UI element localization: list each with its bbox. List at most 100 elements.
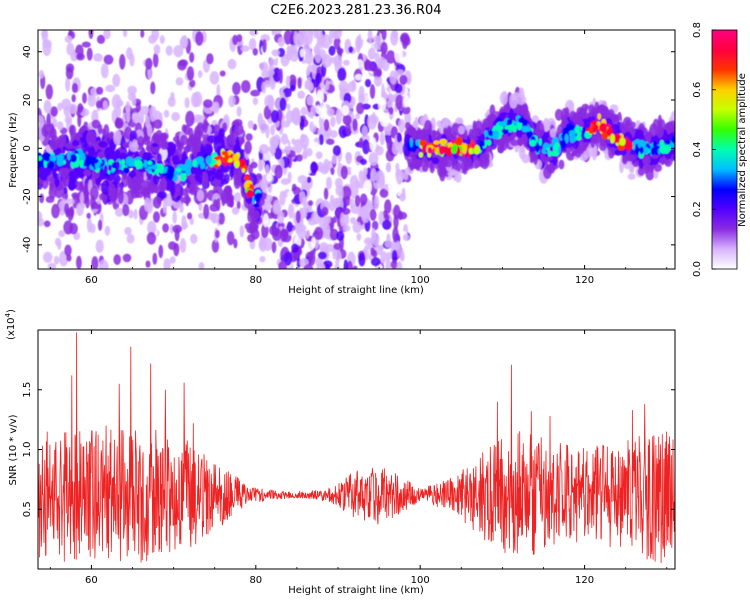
spectrogram-cell <box>125 109 131 123</box>
spectrogram-cell <box>153 44 161 55</box>
spectrogram-cell <box>283 251 293 266</box>
spectrogram-peak <box>184 169 191 176</box>
spectrogram-cell <box>363 180 372 195</box>
spectrogram-cell <box>64 115 73 124</box>
spectrogram-cell <box>42 251 53 263</box>
spectrogram-cell <box>343 59 350 66</box>
spectrogram-peak <box>234 159 240 169</box>
spectrogram-peak <box>418 152 424 158</box>
spectrogram-cell <box>362 139 370 155</box>
spectrogram-cell <box>549 128 557 139</box>
spectrogram-cell <box>61 175 68 184</box>
spectrogram-cell <box>350 164 356 176</box>
spectrogram-cell <box>578 119 585 129</box>
spectrogram-cell <box>350 96 356 107</box>
spectrogram-peak <box>147 160 153 166</box>
spectrogram-cell <box>215 168 224 181</box>
spectrogram-cell <box>378 56 386 69</box>
spectrogram-cell <box>220 163 230 174</box>
spectrogram-cell <box>269 147 276 155</box>
spectrogram-peak <box>59 155 65 160</box>
x-tick-label: 100 <box>411 275 430 286</box>
spectrogram-cell <box>375 170 385 185</box>
spectrogram-cell <box>308 250 316 266</box>
spectrogram-cell <box>391 30 399 39</box>
spectrogram-cell <box>95 100 103 109</box>
spectrogram-peak <box>486 139 492 146</box>
spectrogram-cell <box>340 165 348 180</box>
spectrogram-peak <box>38 161 41 169</box>
spectrogram-cell <box>176 141 184 151</box>
spectrogram-peak <box>79 159 84 168</box>
spectrogram-cell <box>163 109 170 118</box>
spectrogram-cell <box>233 238 238 249</box>
spectrogram-peak <box>529 139 537 147</box>
spectrogram-cell <box>385 258 391 269</box>
spectrogram-cell <box>404 110 412 127</box>
spectrogram-peak <box>176 167 182 173</box>
spectrogram-cell <box>303 30 314 45</box>
spectrogram-cell <box>355 113 360 120</box>
spectrogram-peak <box>535 142 540 153</box>
spectrogram-cell <box>498 136 509 151</box>
spectrogram-cell <box>303 264 314 269</box>
spectrogram-cell <box>385 50 396 64</box>
spectrogram-cell <box>271 49 280 57</box>
spectrogram-cell <box>403 95 410 108</box>
spectrogram-cell <box>252 48 258 56</box>
spectrogram-cell <box>281 133 289 145</box>
spectrogram-cell <box>321 34 331 49</box>
spectrogram-cell <box>325 79 330 91</box>
spectrogram-cell <box>390 260 398 269</box>
spectrogram-cell <box>278 68 283 84</box>
spectrogram-cell <box>112 187 118 202</box>
spectrogram-cell <box>291 183 297 191</box>
spectrogram-cell <box>307 81 314 92</box>
spectrogram-cell <box>386 162 392 173</box>
spectrogram-cell <box>272 202 282 215</box>
spectrogram-cell <box>149 105 157 122</box>
spectrogram-cell <box>48 187 57 199</box>
spectrogram-peak <box>253 203 260 208</box>
spectrogram-cell <box>388 107 394 115</box>
spectrogram-cell <box>318 104 328 119</box>
spectrogram-cell <box>236 34 243 43</box>
spectrogram-cell <box>280 54 290 67</box>
y-tick-label: -40 <box>22 237 33 253</box>
spectrogram-cell <box>328 30 334 45</box>
spectrogram-peak <box>568 130 577 136</box>
spectrogram-cell <box>587 142 597 157</box>
spectrogram-peak <box>146 167 151 173</box>
spectrogram-cell <box>323 119 330 132</box>
spectrogram-cell <box>196 189 204 202</box>
spectrogram-cell <box>46 112 51 128</box>
spectrogram-peak <box>222 161 228 167</box>
spectrogram-cell <box>131 112 139 123</box>
spectrogram-cell <box>307 218 317 226</box>
spectrogram-cell <box>535 122 545 138</box>
spectrogram-cell <box>82 92 87 104</box>
spectrogram-cell <box>39 193 45 204</box>
spectrogram-cell <box>42 39 52 49</box>
snr-panel: 60 80 100 120 0.5 1.0 1.5 Height of straight … <box>4 309 676 596</box>
spectrogram-peak <box>204 153 208 158</box>
spectrogram-cell <box>360 30 366 40</box>
spectrogram-cell <box>122 30 128 38</box>
y-tick-label: 20 <box>22 94 33 107</box>
spectrogram-cell <box>333 30 342 39</box>
spectrogram-cell <box>157 191 168 199</box>
spectrogram-cell <box>211 239 220 253</box>
spectrogram-cell <box>300 106 308 116</box>
spectrogram-cell <box>86 212 91 219</box>
spectrogram-cell <box>398 210 403 221</box>
spectrogram-cell <box>83 169 92 177</box>
spectrogram-cell <box>277 47 286 58</box>
spectrogram-cell <box>432 129 437 137</box>
spectrogram-cell <box>219 70 226 77</box>
spectrogram-cell <box>392 226 399 243</box>
spectrogram-cell <box>245 133 253 142</box>
spectrogram-cell <box>277 211 285 224</box>
spectrogram-cell <box>277 36 285 47</box>
spectrogram-cell <box>346 260 353 269</box>
spectrogram-cell <box>152 252 158 265</box>
